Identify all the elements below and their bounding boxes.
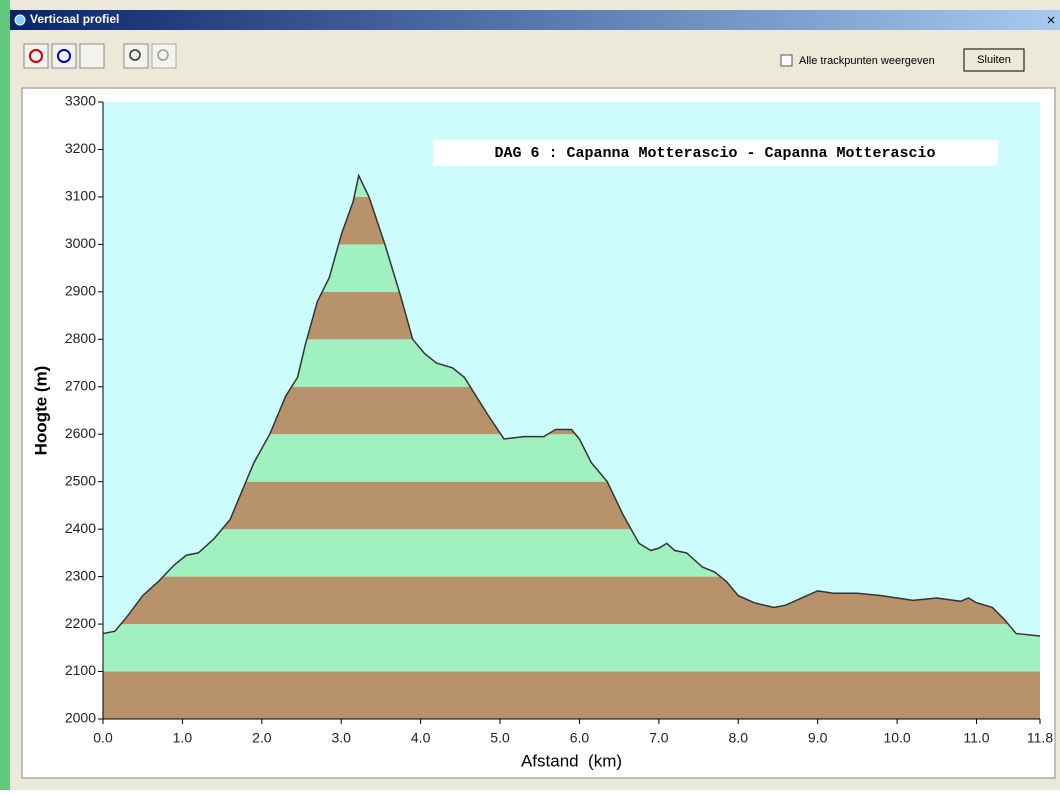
x-tick-label: 1.0 bbox=[173, 730, 193, 746]
title-bar bbox=[10, 10, 1060, 30]
tool-icon bbox=[29, 49, 43, 63]
x-tick-label: 8.0 bbox=[729, 730, 749, 746]
y-tick-label: 2700 bbox=[65, 377, 96, 393]
band bbox=[103, 671, 1040, 719]
title-box bbox=[433, 140, 998, 166]
tool-icon bbox=[57, 49, 71, 63]
chart: 2000 2100 2200 2300 2400 2500 2600 2700 2800 2900… bbox=[31, 93, 1053, 771]
y-tick-label: 3300 bbox=[65, 93, 96, 109]
checkbox[interactable] bbox=[780, 54, 793, 67]
window-icon bbox=[14, 14, 26, 26]
window-title: Verticaal profiel bbox=[30, 12, 119, 26]
zoom-in[interactable] bbox=[123, 43, 149, 69]
tool-icon bbox=[157, 49, 169, 61]
y-tick-label: 2500 bbox=[65, 472, 96, 488]
x-tick-label: 6.0 bbox=[570, 730, 590, 746]
x-tick-label: 0.0 bbox=[93, 730, 113, 746]
x-tick-label: 2.0 bbox=[252, 730, 272, 746]
tool-button[interactable] bbox=[79, 43, 105, 69]
checkbox-label[interactable]: Alle trackpunten weergeven bbox=[799, 55, 935, 67]
x-tick-label: 3.0 bbox=[331, 730, 351, 746]
left-edge bbox=[0, 0, 10, 790]
y-tick-label: 2400 bbox=[65, 520, 96, 536]
x-tick-label: 7.0 bbox=[649, 730, 669, 746]
tool-button[interactable] bbox=[23, 43, 49, 69]
y-tick-label: 3200 bbox=[65, 140, 96, 156]
x-tick-label: 11.0 bbox=[963, 730, 989, 746]
close-button[interactable]: × bbox=[1047, 12, 1056, 29]
x-tick-label: 11.8 bbox=[1027, 730, 1053, 746]
tool-icon bbox=[129, 49, 141, 61]
x-tick-label: 5.0 bbox=[490, 730, 510, 746]
toolbar: Alle trackpunten weergeven Sluiten bbox=[23, 43, 1025, 72]
y-tick-label: 2800 bbox=[65, 330, 96, 346]
x-tick-label: 10.0 bbox=[883, 730, 910, 746]
y-tick-label: 3100 bbox=[65, 188, 96, 204]
band bbox=[103, 624, 1040, 672]
close-btn[interactable] bbox=[963, 48, 1025, 72]
y-tick-label: 2000 bbox=[65, 710, 96, 726]
x-tick-label: 4.0 bbox=[411, 730, 431, 746]
chart-title: DAG 6 : Capanna Motterascio - Capanna Mo… bbox=[494, 145, 935, 162]
y-tick-label: 2900 bbox=[65, 283, 96, 299]
profile-line bbox=[102, 173, 1041, 637]
y-tick-label: 2200 bbox=[65, 615, 96, 631]
y-axis-label: Hoogte (m) bbox=[31, 366, 50, 456]
x-tick-label: 9.0 bbox=[808, 730, 828, 746]
y-tick-label: 2100 bbox=[65, 662, 96, 678]
zoom-out[interactable] bbox=[151, 43, 177, 69]
x-axis-label: Afstand (km) bbox=[521, 751, 622, 770]
y-tick-label: 2300 bbox=[65, 567, 96, 583]
button-label[interactable]: Sluiten bbox=[977, 54, 1011, 66]
tool-button[interactable] bbox=[51, 43, 77, 69]
y-tick-label: 3000 bbox=[65, 235, 96, 251]
y-tick-label: 2600 bbox=[65, 425, 96, 441]
